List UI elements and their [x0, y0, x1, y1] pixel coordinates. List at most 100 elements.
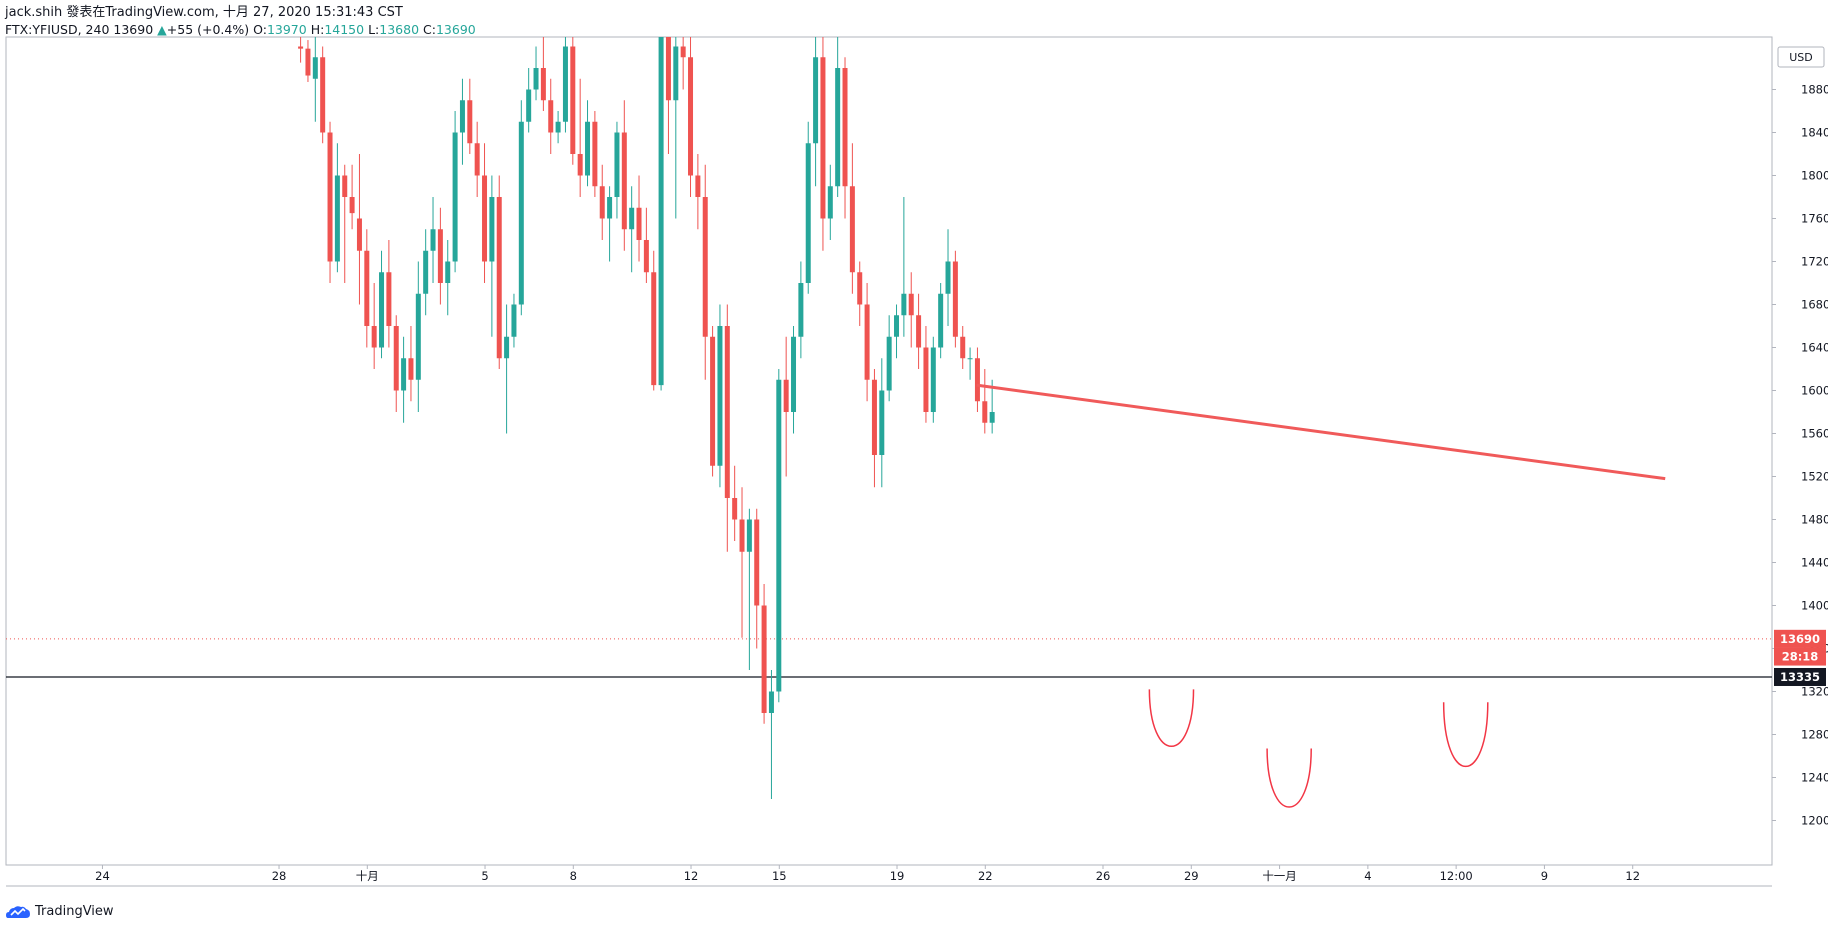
x-tick-label: 24	[95, 869, 110, 883]
candle-body	[592, 121, 598, 187]
candle-body	[312, 57, 318, 79]
pattern-arc[interactable]	[1148, 689, 1195, 748]
tradingview-logo-icon	[6, 906, 30, 918]
horizontal-line-label-bg	[1774, 667, 1826, 686]
brand-name: TradingView	[35, 903, 114, 919]
currency-button[interactable]	[1777, 46, 1825, 68]
candle-body	[916, 315, 922, 348]
candle-body	[967, 358, 973, 360]
symbol-line: FTX:YFIUSD, 240 13690 ▲+55 (+0.4%) O:139…	[5, 21, 476, 38]
x-tick-label: 12	[684, 869, 699, 883]
y-tick-label: 14000	[1801, 599, 1828, 613]
y-tick-label: 16400	[1801, 341, 1828, 355]
x-tick-label: 8	[570, 869, 577, 883]
x-tick-label: 5	[481, 869, 488, 883]
candle-body	[813, 57, 819, 144]
candle-body	[945, 261, 951, 294]
current-price-label-bg	[1774, 629, 1826, 648]
candle-body	[607, 197, 613, 219]
y-tick-label: 18400	[1801, 126, 1828, 140]
candle-body	[518, 121, 524, 305]
x-tick-label: 22	[978, 869, 993, 883]
y-tick-label: 15200	[1801, 470, 1828, 484]
candle-body	[746, 519, 752, 552]
candle-body	[430, 229, 436, 251]
bar-countdown-label-bg	[1774, 647, 1826, 666]
candle-body	[482, 175, 488, 262]
candle-body	[585, 121, 591, 176]
x-tick-label: 12	[1625, 869, 1640, 883]
candle-body	[960, 336, 966, 359]
pattern-arc[interactable]	[1442, 702, 1489, 767]
candle-body	[783, 379, 789, 412]
candle-body	[408, 358, 414, 380]
candle-body	[386, 272, 392, 326]
candle-body	[974, 358, 980, 402]
candle-body	[555, 121, 561, 133]
candle-body	[886, 336, 892, 391]
y-tick-label: 12800	[1801, 728, 1828, 742]
y-tick-label: 14800	[1801, 513, 1828, 527]
candle-body	[445, 261, 451, 283]
x-tick-label: 十月	[356, 869, 379, 883]
high-label: H:	[310, 22, 325, 37]
candle-body	[710, 336, 716, 466]
candle-body	[643, 240, 649, 273]
candle-body	[415, 293, 421, 380]
candle-body	[908, 293, 914, 316]
candle-body	[327, 132, 333, 262]
horizontal-line-label: 13335	[1780, 670, 1820, 684]
candle-body	[474, 143, 480, 176]
candle-body	[776, 379, 782, 692]
candle-body	[724, 326, 730, 498]
candle-body	[364, 250, 370, 326]
y-tick-label: 16800	[1801, 298, 1828, 312]
current-price-label: 13690	[1780, 632, 1820, 646]
candle-body	[533, 68, 539, 90]
candle-body	[791, 336, 797, 412]
candle-body	[761, 605, 767, 713]
candle-body	[371, 326, 377, 348]
candle-body	[614, 132, 620, 197]
tradingview-brand[interactable]: TradingView	[6, 903, 114, 919]
candle-body	[651, 272, 657, 386]
pattern-arc[interactable]	[1266, 748, 1312, 808]
candle-body	[570, 46, 576, 154]
up-arrow-icon: ▲	[157, 22, 167, 37]
candle-body	[629, 207, 635, 230]
y-tick-label: 18800	[1801, 83, 1828, 97]
y-tick-label: 14400	[1801, 556, 1828, 570]
resistance-trendline[interactable]	[976, 383, 1666, 481]
candle-body	[989, 412, 995, 423]
x-tick-label: 28	[272, 869, 287, 883]
candle-body	[688, 57, 694, 176]
candle-body	[621, 132, 627, 230]
candle-body	[857, 272, 863, 305]
candle-body	[577, 154, 583, 176]
low-label: L:	[368, 22, 380, 37]
last-price: 13690	[113, 22, 154, 37]
candle-body	[342, 175, 348, 197]
candle-body	[334, 175, 340, 262]
candle-body	[739, 519, 745, 552]
candle-body	[526, 89, 532, 122]
candle-body	[952, 261, 958, 337]
candle-body	[754, 519, 760, 606]
open-label: O:	[253, 22, 267, 37]
candle-body	[452, 132, 458, 262]
author-line: jack.shih 發表在TradingView.com, 十月 27, 202…	[5, 5, 403, 20]
candle-body	[827, 186, 833, 219]
currency-button-label[interactable]: USD	[1789, 51, 1813, 64]
candle-body	[562, 46, 568, 122]
candle-body	[459, 100, 465, 133]
x-tick-label: 12:00	[1440, 869, 1473, 883]
candle-body	[982, 401, 988, 423]
candle-body	[298, 46, 304, 49]
y-tick-label: 18000	[1801, 169, 1828, 183]
x-tick-label: 29	[1184, 869, 1199, 883]
bar-countdown-label: 28:18	[1782, 650, 1819, 664]
candle-body	[437, 229, 443, 283]
high-value: 14150	[324, 22, 365, 37]
candle-body	[356, 218, 362, 251]
